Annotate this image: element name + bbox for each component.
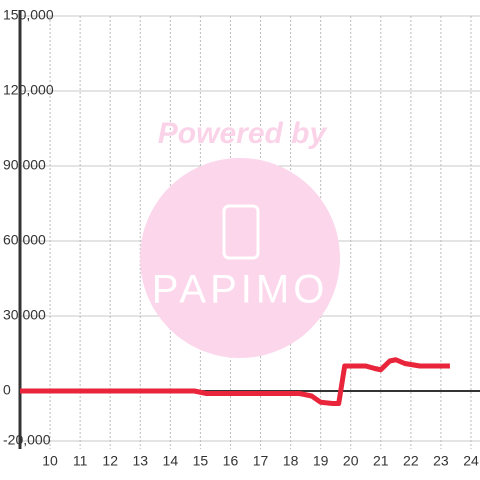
x-tick-label: 23 [433,453,449,469]
x-tick-label: 22 [403,453,419,469]
x-tick-label: 20 [343,453,359,469]
watermark-text: Powered by [158,117,328,150]
x-tick-label: 14 [163,453,179,469]
x-tick-label: 21 [373,453,389,469]
x-tick-label: 12 [102,453,118,469]
x-tick-label: 24 [463,453,479,469]
watermark-logo: PAPIMO [152,268,329,312]
y-tick-label: 150,000 [3,7,54,23]
x-tick-label: 15 [193,453,209,469]
x-tick-label: 11 [73,453,88,469]
x-tick-label: 13 [132,453,148,469]
y-tick-label: -20,000 [3,432,51,448]
x-tick-label: 18 [283,453,299,469]
x-tick-label: 16 [223,453,239,469]
y-tick-label: 0 [3,382,11,398]
x-tick-label: 10 [42,453,58,469]
watermark-icon [222,204,260,260]
x-tick-label: 17 [253,453,269,469]
y-tick-label: 120,000 [3,82,54,98]
y-tick-label: 60,000 [3,232,46,248]
x-tick-label: 19 [313,453,329,469]
y-tick-label: 30,000 [3,307,46,323]
data-line [20,357,450,406]
plot: -20,000 0 30,000 60,000 90,000 120,000 150,000… [3,7,479,469]
y-tick-label: 90,000 [3,157,46,173]
